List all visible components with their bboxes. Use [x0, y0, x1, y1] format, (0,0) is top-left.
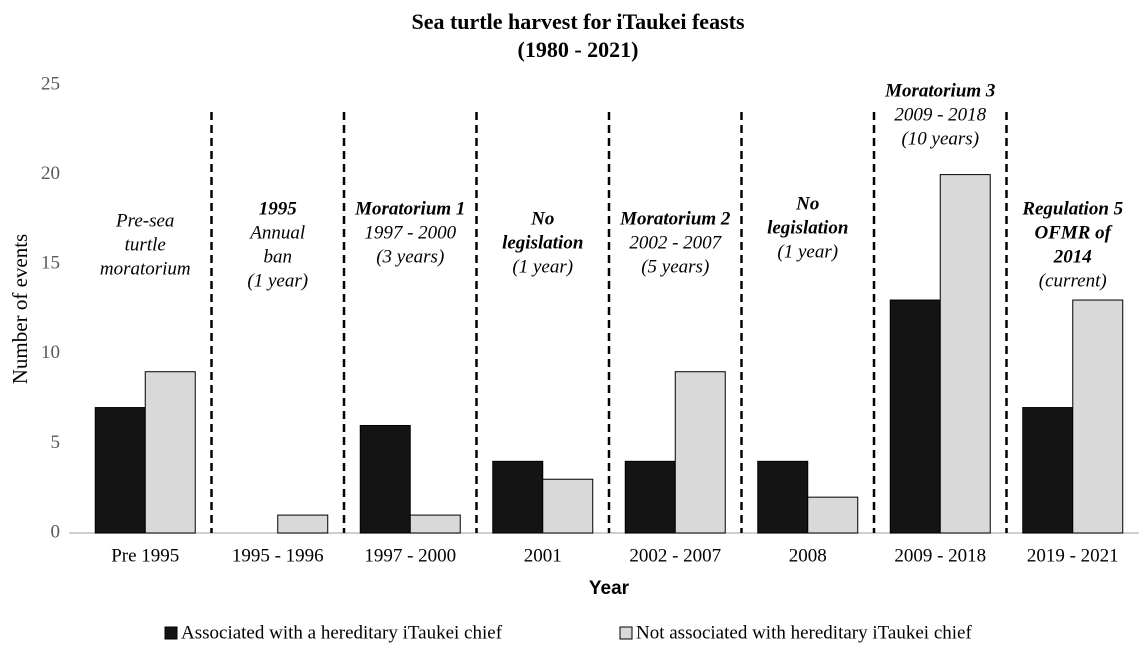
annotation-heading: 1995	[259, 198, 298, 219]
bar	[144, 371, 196, 534]
bar	[889, 299, 941, 534]
annotation-heading: legislation	[502, 232, 583, 253]
x-tick-label: Pre 1995	[111, 545, 179, 566]
annotation-line: Pre-sea	[115, 210, 174, 231]
annotation-heading: Moratorium 1	[354, 198, 465, 219]
y-tick-label: 10	[41, 342, 60, 363]
annotation-line: (current)	[1039, 270, 1107, 291]
y-tick-label: 5	[51, 432, 61, 453]
legend-swatch	[619, 626, 633, 640]
annotation-heading: OFMR of	[1034, 222, 1112, 243]
bar	[94, 407, 146, 534]
annotation-heading: No	[530, 208, 554, 229]
annotation-line: (1 year)	[247, 270, 308, 291]
annotation-line: 2009 - 2018	[894, 104, 986, 125]
y-tick-label: 20	[41, 163, 60, 184]
x-tick-label: 2002 - 2007	[629, 545, 721, 566]
annotation-line: (5 years)	[641, 256, 709, 277]
bar	[624, 460, 676, 534]
y-tick-label: 25	[41, 73, 60, 94]
annotation-line: Annual	[248, 222, 305, 243]
annotation-line: (1 year)	[512, 256, 573, 277]
bar	[277, 514, 329, 534]
x-tick-label: 2009 - 2018	[894, 545, 986, 566]
chart-subtitle: (1980 - 2021)	[518, 37, 639, 62]
annotation-line: turtle	[125, 234, 166, 255]
annotation-line: 2002 - 2007	[629, 232, 722, 253]
annotation-line: (1 year)	[777, 241, 838, 262]
bar	[492, 460, 544, 534]
y-tick-label: 15	[41, 253, 60, 274]
annotation-line: ban	[264, 246, 293, 267]
x-tick-label: 1995 - 1996	[232, 545, 324, 566]
bar	[359, 424, 411, 534]
y-axis-label: Number of events	[8, 234, 32, 384]
annotation-heading: legislation	[767, 217, 848, 238]
annotation-heading: Regulation 5	[1021, 198, 1123, 219]
annotation-line: (10 years)	[901, 128, 979, 149]
bar	[807, 496, 859, 534]
x-tick-label: 2019 - 2021	[1027, 545, 1119, 566]
annotation-heading: Moratorium 3	[884, 80, 995, 101]
annotation-line: 1997 - 2000	[364, 222, 456, 243]
x-tick-label: 1997 - 2000	[364, 545, 456, 566]
x-tick-label: 2001	[524, 545, 562, 566]
legend-swatch	[164, 626, 178, 640]
annotation-line: (3 years)	[376, 246, 444, 267]
bar	[409, 514, 461, 534]
legend-label: Associated with a hereditary iTaukei chi…	[181, 622, 503, 643]
chart-title: Sea turtle harvest for iTaukei feasts	[411, 9, 744, 34]
bar	[1022, 407, 1074, 534]
x-axis-label: Year	[589, 578, 630, 599]
legend-label: Not associated with hereditary iTaukei c…	[636, 622, 972, 643]
annotation-heading: 2014	[1053, 246, 1092, 267]
bar	[939, 174, 991, 534]
annotation-heading: Moratorium 2	[619, 208, 731, 229]
bar	[674, 371, 726, 534]
bar	[757, 460, 809, 534]
annotation-heading: No	[795, 193, 819, 214]
annotation-line: moratorium	[100, 258, 191, 279]
x-tick-label: 2008	[789, 545, 827, 566]
bar	[1072, 299, 1124, 534]
y-tick-label: 0	[51, 521, 61, 542]
bar	[542, 478, 594, 534]
